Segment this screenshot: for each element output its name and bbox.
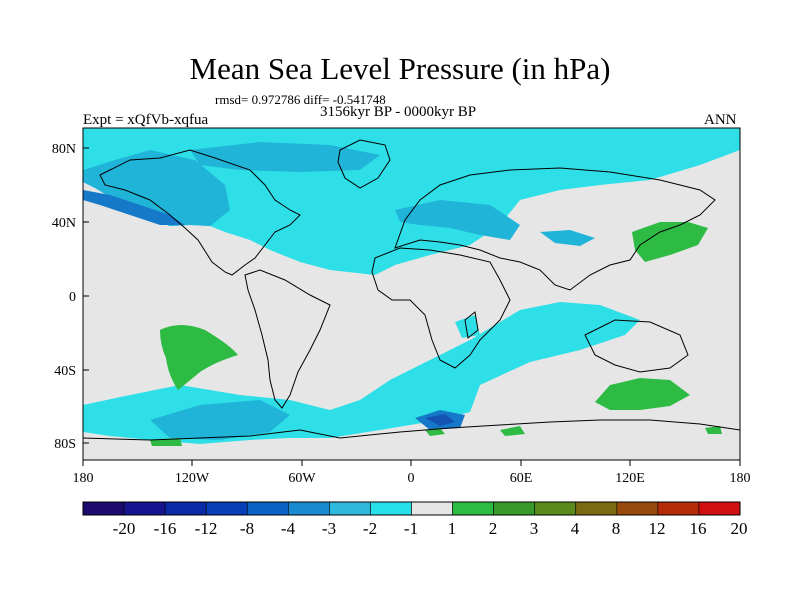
colorbar-box <box>123 501 166 516</box>
pos-anomaly-antarctic-small-2 <box>500 426 525 436</box>
colorbar-box <box>493 501 535 516</box>
colorbar-labels: -20 -16 -12 -8 -4 -3 -2 -1 1 2 3 4 8 12 … <box>113 519 748 538</box>
colorbar-box <box>616 501 659 516</box>
neg-anomaly-north-pacific-core <box>83 190 185 225</box>
lat-axis: 80N 40N 0 40S 80S <box>52 142 89 452</box>
colorbar-box <box>205 501 248 516</box>
positive-anomaly-fields <box>150 222 722 446</box>
neg-anomaly-arctic <box>190 142 380 172</box>
australia-coast <box>584 319 689 373</box>
lon-label: 120W <box>175 471 210 486</box>
colorbar-box <box>82 501 125 516</box>
colorbar <box>82 501 741 516</box>
lat-label: 0 <box>69 290 76 305</box>
colorbar-label: -2 <box>363 519 377 538</box>
colorbar-box <box>452 501 494 516</box>
neg-anomaly-madagascar <box>455 315 480 338</box>
lat-label: 80S <box>54 437 76 452</box>
lon-axis: 180 120W 60W 0 60E 120E 180 <box>73 460 751 486</box>
colorbar-label: -12 <box>195 519 218 538</box>
colorbar-box <box>164 501 207 516</box>
colorbar-box <box>329 501 371 516</box>
eurasia-coast <box>394 167 716 291</box>
antarctica-coast <box>83 419 740 441</box>
lon-label: 60W <box>288 471 316 486</box>
season-label: ANN <box>704 112 737 128</box>
lat-label: 80N <box>52 142 76 157</box>
experiment-label: Expt = xQfVb-xqfua <box>83 112 209 128</box>
colorbar-label: 3 <box>530 519 539 538</box>
neg-anomaly-weddell-core <box>425 414 455 426</box>
colorbar-label: 20 <box>731 519 748 538</box>
colorbar-box <box>288 501 330 516</box>
colorbar-label: -20 <box>113 519 136 538</box>
pos-anomaly-south-indian <box>595 378 690 410</box>
coastlines <box>83 139 740 441</box>
colorbar-label: 4 <box>571 519 580 538</box>
south-america-coast <box>244 269 331 409</box>
colorbar-label: -3 <box>322 519 336 538</box>
colorbar-box <box>534 501 577 516</box>
colorbar-label: 1 <box>448 519 457 538</box>
anomaly-fields <box>83 128 740 444</box>
colorbar-box <box>411 501 453 516</box>
pos-anomaly-antarctic-small-3 <box>705 426 722 434</box>
colorbar-label: -4 <box>281 519 296 538</box>
colorbar-box <box>246 501 289 516</box>
greenland-coast <box>337 139 391 189</box>
neg-anomaly-north-pacific <box>83 150 230 226</box>
colorbar-box <box>698 501 741 516</box>
lon-label: 180 <box>73 471 94 486</box>
colorbar-label: -8 <box>240 519 254 538</box>
north-america-coast <box>99 149 301 276</box>
africa-coast <box>371 247 511 369</box>
colorbar-frame <box>82 501 741 516</box>
neg-anomaly-asia <box>540 230 595 246</box>
lon-label: 0 <box>408 471 415 486</box>
pos-anomaly-north-pacific <box>632 222 708 262</box>
neg-anomaly-eurasia <box>395 200 520 240</box>
lat-label: 40S <box>54 364 76 379</box>
period-text: 3156kyr BP - 0000kyr BP <box>320 104 477 120</box>
madagascar-coast <box>464 311 479 339</box>
colorbar-label: -16 <box>154 519 177 538</box>
map-panel <box>83 128 740 460</box>
map-title: Mean Sea Level Pressure (in hPa) <box>189 51 611 86</box>
lat-label: 40N <box>52 216 76 231</box>
lon-label: 180 <box>730 471 751 486</box>
colorbar-label: -1 <box>404 519 418 538</box>
lon-label: 120E <box>615 471 645 486</box>
neg-anomaly-amundsen <box>150 400 290 440</box>
colorbar-label: 8 <box>612 519 621 538</box>
colorbar-box <box>575 501 618 516</box>
colorbar-box <box>657 501 700 516</box>
colorbar-label: 2 <box>489 519 498 538</box>
lon-label: 60E <box>510 471 533 486</box>
pos-anomaly-south-pacific <box>160 325 238 390</box>
stats-text: rmsd= 0.972786 diff= -0.541748 <box>215 92 386 107</box>
colorbar-label: 12 <box>649 519 666 538</box>
colorbar-label: 16 <box>690 519 707 538</box>
colorbar-box <box>370 501 412 516</box>
